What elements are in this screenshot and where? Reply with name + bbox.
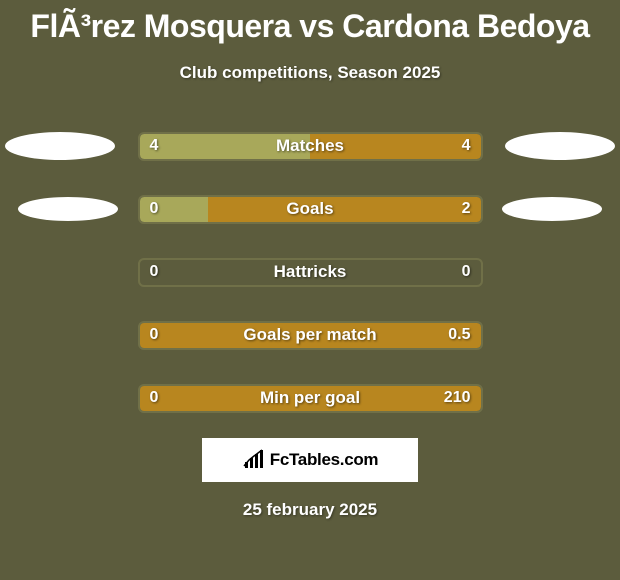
comparison-bar: 0 0 Hattricks [138,258,483,287]
date-stamp: 25 february 2025 [0,500,620,520]
comparison-bar: 0 2 Goals [138,195,483,224]
stat-label: Min per goal [260,388,360,408]
value-right: 2 [462,200,471,218]
stat-label: Hattricks [274,262,347,282]
stat-row: 4 4 Matches [0,123,620,169]
stat-row: 0 2 Goals [0,186,620,232]
chart-icon [242,448,266,472]
stat-row: 0 0 Hattricks [0,249,620,295]
stat-label: Matches [276,136,344,156]
stat-label: Goals [286,199,333,219]
brand-box: FcTables.com [202,438,418,482]
value-left: 0 [150,263,159,281]
value-right: 210 [444,389,471,407]
player-ellipse-right [505,132,615,160]
value-left: 4 [150,137,159,155]
comparison-bar: 4 4 Matches [138,132,483,161]
stat-row: 0 210 Min per goal [0,375,620,421]
player-ellipse-right [502,197,602,221]
value-left: 0 [150,389,159,407]
value-right: 0.5 [448,326,470,344]
comparison-bar: 0 210 Min per goal [138,384,483,413]
value-right: 0 [462,263,471,281]
stat-label: Goals per match [243,325,376,345]
comparison-bar: 0 0.5 Goals per match [138,321,483,350]
brand-text: FcTables.com [270,450,379,470]
value-right: 4 [462,137,471,155]
page-subtitle: Club competitions, Season 2025 [0,63,620,83]
value-left: 0 [150,326,159,344]
player-ellipse-left [18,197,118,221]
stats-region: 4 4 Matches 0 2 Goals 0 0 Hattricks 0 0.5 Goals per… [0,123,620,421]
page-title: FlÃ³rez Mosquera vs Cardona Bedoya [0,8,620,45]
fill-right [208,197,481,222]
player-ellipse-left [5,132,115,160]
stat-row: 0 0.5 Goals per match [0,312,620,358]
value-left: 0 [150,200,159,218]
